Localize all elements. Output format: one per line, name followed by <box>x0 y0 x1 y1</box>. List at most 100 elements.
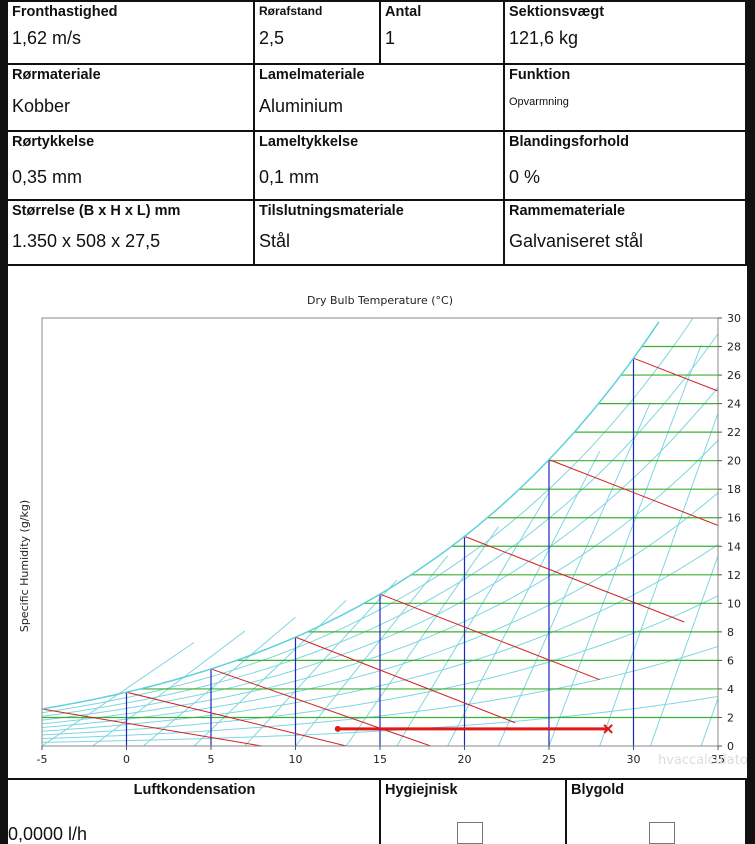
wetbulb-line <box>649 554 718 746</box>
x-tick-label: 10 <box>289 753 303 766</box>
spec-cell-rammemateriale: Rammemateriale Galvaniseret stål <box>505 201 747 266</box>
rh-line <box>42 386 718 721</box>
rh-lines <box>42 318 718 746</box>
rh-line <box>42 492 718 728</box>
enthalpy-line <box>295 636 516 724</box>
spec-label: Fronthastighed <box>12 4 118 20</box>
spec-value: 1 <box>385 28 396 48</box>
blygold-checkbox[interactable] <box>649 822 675 844</box>
wetbulb-line <box>143 616 296 746</box>
rh-line <box>42 543 718 732</box>
y-tick-label: 24 <box>727 398 741 411</box>
spec-cell-tilslutningsmateriale: Tilslutningsmateriale Stål <box>255 201 505 266</box>
x-tick-label: 5 <box>208 753 215 766</box>
enthalpy-line <box>126 691 347 746</box>
y-tick-label: 6 <box>727 654 734 667</box>
spec-label: Rørafstand <box>259 4 323 18</box>
spec-value: 0,1 mm <box>259 167 320 187</box>
process-line-group <box>334 724 613 734</box>
wetbulb-line <box>193 599 347 746</box>
enthalpy-line <box>42 708 262 746</box>
spec-label: Rørmateriale <box>12 67 101 83</box>
enthalpy-line <box>633 357 718 445</box>
enthalpy-line <box>464 535 685 623</box>
hygiejnisk-checkbox[interactable] <box>457 822 483 844</box>
spec-cell-roertykkelse: Rørtykkelse 0,35 mm <box>8 132 255 201</box>
wetbulb-line <box>244 579 398 746</box>
spec-label: Lameltykkelse <box>259 134 359 150</box>
top-border <box>0 0 755 2</box>
spec-label: Blandingsforhold <box>509 134 630 150</box>
chart-title: Dry Bulb Temperature (°C) <box>307 294 453 307</box>
spec-value: 0,35 mm <box>12 167 83 187</box>
watermark: hvaccalculator.net <box>658 753 747 768</box>
spec-cell-roerafstand: Rørafstand 2,5 <box>255 2 381 65</box>
spec-label: Antal <box>385 4 422 20</box>
y-tick-label: 18 <box>727 483 741 496</box>
blygold-label: Blygold <box>571 782 625 798</box>
x-tick-label: -5 <box>37 753 48 766</box>
process-start-point <box>334 725 341 732</box>
wetbulb-line <box>396 491 550 746</box>
wetbulb-line <box>548 344 702 746</box>
kondens-label: Luftkondensation <box>133 782 256 798</box>
y-tick-label: 10 <box>727 597 741 610</box>
spec-cell-roermateriale: Rørmateriale Kobber <box>8 65 255 132</box>
spec-value: 2,5 <box>259 28 285 48</box>
y-tick-label: 16 <box>727 512 741 525</box>
y-tick-label: 22 <box>727 426 741 439</box>
left-border <box>0 0 8 844</box>
y-tick-label: 4 <box>727 683 734 696</box>
spec-label: Lamelmateriale <box>259 67 365 83</box>
wetbulb-line <box>345 526 499 746</box>
blygold-cell: Blygold <box>567 780 747 844</box>
saturation-curve <box>41 321 660 710</box>
saturation-line <box>41 321 660 710</box>
y-tick-label: 12 <box>727 569 741 582</box>
spec-cell-stoerrelse: Størrelse (B x H x L) mm 1.350 x 508 x 2… <box>8 201 255 266</box>
rh-line <box>42 439 718 725</box>
y-tick-label: 20 <box>727 455 741 468</box>
spec-cell-sektionsvaegt: Sektionsvægt 121,6 kg <box>505 2 747 65</box>
spec-value: Opvarmning <box>509 96 569 108</box>
wetbulb-line <box>700 696 718 746</box>
enthalpy-line <box>548 459 718 546</box>
y-tick-label: 2 <box>727 711 734 724</box>
spec-label: Rørtykkelse <box>12 134 95 150</box>
spec-value: 1.350 x 508 x 27,5 <box>12 231 161 251</box>
spec-value: 121,6 kg <box>509 28 579 48</box>
rh-line <box>42 318 694 714</box>
spec-value: 1,62 m/s <box>12 28 82 48</box>
psychrometric-chart-panel: -5 0 5 10 15 20 25 30 35 0 2 4 6 8 10 12 14 16 18 20 22 24 26… <box>8 266 755 780</box>
spec-cell-blandingsforhold: Blandingsforhold 0 % <box>505 132 747 201</box>
wetbulb-line <box>599 411 718 746</box>
process-end-marker <box>603 724 613 734</box>
y-tick-label: 28 <box>727 341 741 354</box>
rh-line <box>42 595 718 736</box>
spec-label: Tilslutningsmateriale <box>259 203 404 219</box>
enthalpy-line <box>379 593 600 681</box>
spec-label: Rammemateriale <box>509 203 626 219</box>
rh-line <box>42 332 718 717</box>
hygiejnisk-label: Hygiejnisk <box>385 782 458 798</box>
y-tick-label: 30 <box>727 312 741 325</box>
spec-label: Sektionsvægt <box>509 4 605 20</box>
wetbulb-line <box>295 555 448 746</box>
spec-cell-fronthastighed: Fronthastighed 1,62 m/s <box>8 2 255 65</box>
x-tick-label: 15 <box>373 753 387 766</box>
x-tick-label: 30 <box>627 753 641 766</box>
spec-value: Kobber <box>12 96 71 116</box>
x-tick-label: 25 <box>542 753 556 766</box>
y-tick-label: 26 <box>727 369 741 382</box>
y-axis-label: Specific Humidity (g/kg) <box>18 500 31 632</box>
x-tick-label: 20 <box>458 753 472 766</box>
spec-value: Galvaniseret stål <box>509 231 644 251</box>
kondens-value: 0,0000 l/h <box>8 824 88 844</box>
kondens-cell: Luftkondensation 0,0000 l/h <box>8 780 381 844</box>
spec-cell-lameltykkelse: Lameltykkelse 0,1 mm <box>255 132 505 201</box>
y-tick-label: 0 <box>727 740 734 753</box>
spec-label: Funktion <box>509 67 571 83</box>
wetbulb-line <box>447 450 601 746</box>
